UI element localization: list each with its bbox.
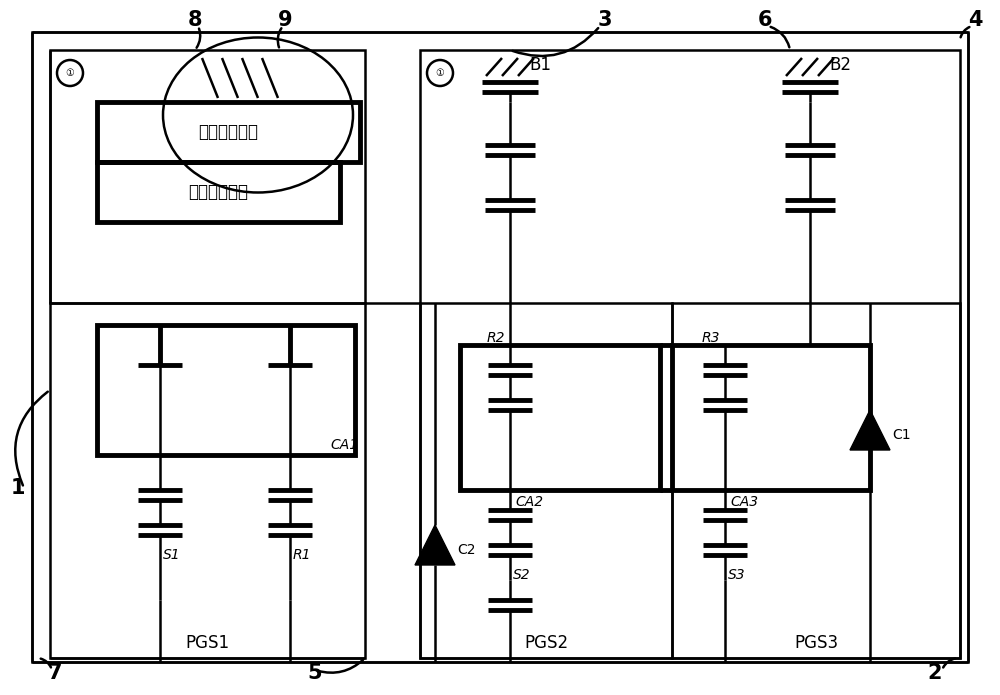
FancyArrowPatch shape <box>513 28 598 56</box>
Text: S3: S3 <box>728 568 746 582</box>
Text: C1: C1 <box>892 428 911 442</box>
Text: CA3: CA3 <box>730 495 758 509</box>
Text: 1: 1 <box>11 478 25 498</box>
Text: 6: 6 <box>758 10 772 30</box>
Bar <box>50 50 365 303</box>
Text: CA2: CA2 <box>515 495 543 509</box>
Text: CA1: CA1 <box>330 438 358 452</box>
FancyArrowPatch shape <box>41 659 51 667</box>
Text: PGS2: PGS2 <box>524 634 568 652</box>
FancyArrowPatch shape <box>15 392 48 485</box>
Text: 4: 4 <box>968 10 982 30</box>
Text: C2: C2 <box>457 543 476 557</box>
FancyArrowPatch shape <box>318 660 363 673</box>
Text: 8: 8 <box>188 10 202 30</box>
FancyArrowPatch shape <box>278 28 281 47</box>
Bar <box>97 102 360 162</box>
Text: B1: B1 <box>529 56 551 74</box>
Text: ①: ① <box>66 68 74 78</box>
Text: 7: 7 <box>48 663 62 683</box>
Polygon shape <box>850 410 890 450</box>
Text: S1: S1 <box>163 548 181 562</box>
Text: 3: 3 <box>598 10 612 30</box>
Text: R1: R1 <box>293 548 312 562</box>
Text: B2: B2 <box>829 56 851 74</box>
FancyArrowPatch shape <box>771 27 789 47</box>
Bar <box>672 345 870 490</box>
Bar <box>420 50 960 658</box>
FancyArrowPatch shape <box>943 658 955 667</box>
Text: 轮毂电机转子: 轮毂电机转子 <box>188 183 248 201</box>
Bar <box>97 325 355 455</box>
Text: 轮毂电机定子: 轮毂电机定子 <box>198 123 258 141</box>
Text: S2: S2 <box>513 568 531 582</box>
Text: R2: R2 <box>487 331 505 345</box>
FancyArrowPatch shape <box>197 28 200 48</box>
Text: PGS3: PGS3 <box>794 634 838 652</box>
Text: 5: 5 <box>308 663 322 683</box>
Bar <box>97 162 340 222</box>
Bar <box>672 303 960 658</box>
Bar <box>420 303 672 658</box>
Polygon shape <box>415 525 455 565</box>
Text: 9: 9 <box>278 10 292 30</box>
Bar <box>460 345 660 490</box>
Text: 2: 2 <box>928 663 942 683</box>
Text: R3: R3 <box>702 331 720 345</box>
Text: PGS1: PGS1 <box>185 634 229 652</box>
Text: ①: ① <box>436 68 444 78</box>
Bar <box>50 303 365 658</box>
FancyArrowPatch shape <box>961 27 969 38</box>
